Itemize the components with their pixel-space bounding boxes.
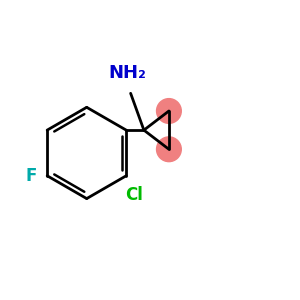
Circle shape <box>157 137 181 162</box>
Text: NH₂: NH₂ <box>109 64 147 82</box>
Circle shape <box>157 99 181 123</box>
Text: F: F <box>25 167 37 185</box>
Text: Cl: Cl <box>124 186 142 204</box>
